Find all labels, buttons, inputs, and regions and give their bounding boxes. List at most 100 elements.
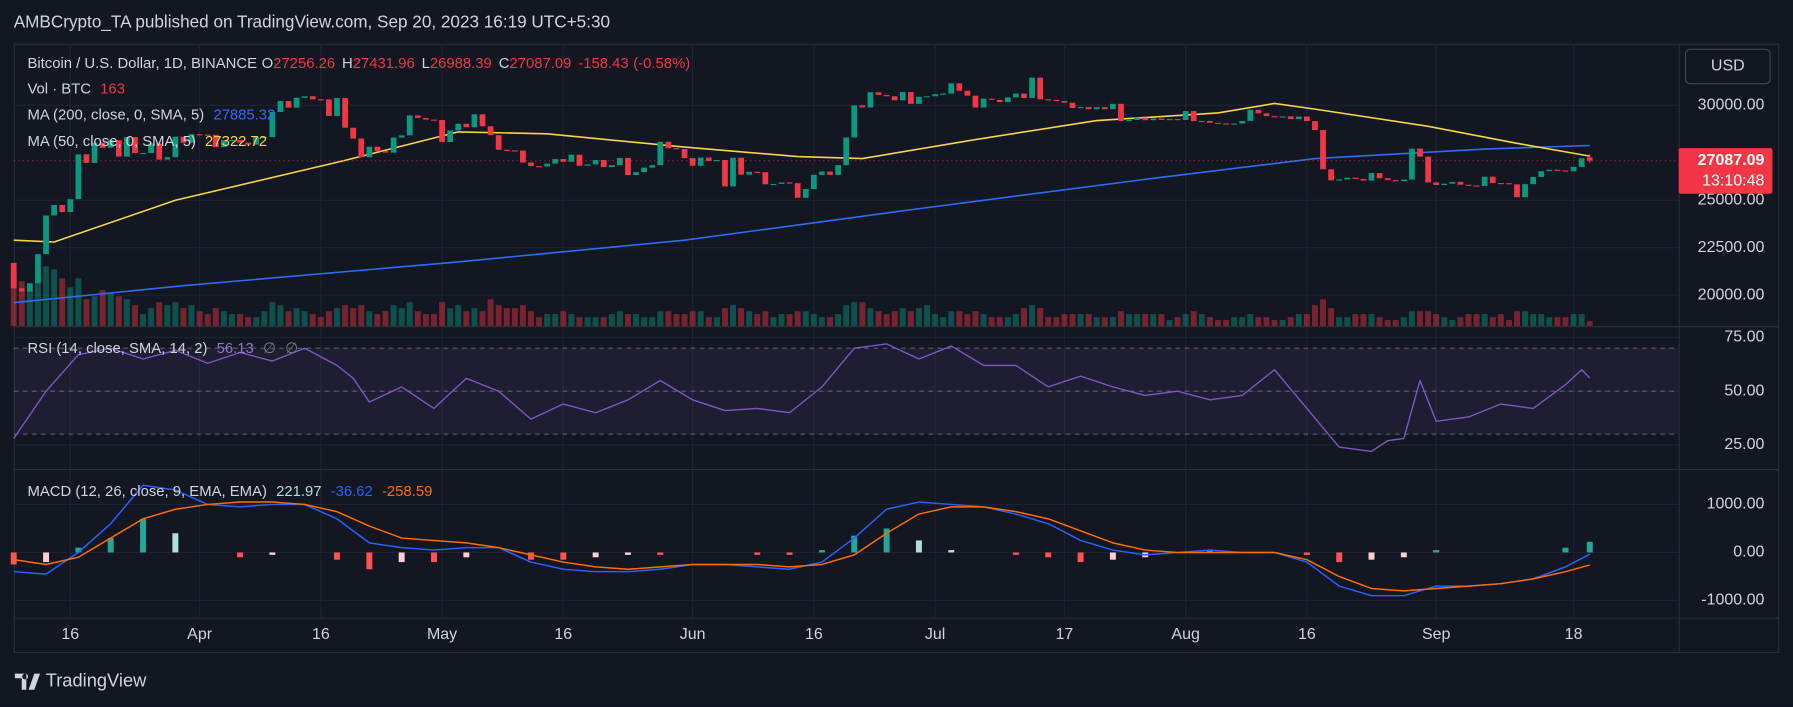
x-tick-label: Aug xyxy=(1171,626,1199,643)
volume-bar xyxy=(552,314,559,327)
candle-body xyxy=(75,154,82,200)
volume-bar xyxy=(309,314,316,327)
candle-body xyxy=(859,105,866,108)
volume-bar xyxy=(261,311,268,327)
x-tick-label: Sep xyxy=(1422,626,1451,643)
candle-body xyxy=(455,123,462,131)
candle-body xyxy=(374,146,381,152)
rsi-value: 56.13 xyxy=(217,341,254,357)
volume-bar xyxy=(1311,305,1318,327)
candle-body xyxy=(1093,107,1100,110)
candle-body xyxy=(1150,118,1157,121)
volume-bar xyxy=(1085,314,1092,327)
volume-bar xyxy=(1473,314,1480,327)
volume-bar xyxy=(940,317,947,327)
volume-bar xyxy=(802,311,809,327)
volume-bar xyxy=(948,311,955,327)
ohlc-value: 26988.39 xyxy=(430,56,492,72)
volume-bar xyxy=(1336,317,1343,327)
currency-label[interactable]: USD xyxy=(1711,58,1745,75)
candle-body xyxy=(883,94,890,97)
macd-histogram-bar xyxy=(1400,552,1407,558)
volume-bar xyxy=(907,311,914,327)
candle-body xyxy=(204,134,211,136)
volume-bar xyxy=(697,311,704,327)
volume-bar xyxy=(471,308,478,327)
candle-body xyxy=(1013,93,1019,98)
candle-body xyxy=(1304,116,1310,122)
candle-body xyxy=(334,97,340,116)
volume-bar xyxy=(1538,314,1545,327)
volume-bar xyxy=(1223,320,1230,327)
volume-bar xyxy=(778,314,785,327)
candle-body xyxy=(1441,183,1448,186)
candle-body xyxy=(1279,116,1286,118)
ma-value: 27322.72 xyxy=(205,134,267,150)
candle-body xyxy=(730,157,736,187)
macd-histogram-bar xyxy=(140,518,147,553)
macd-histogram-bar xyxy=(269,552,276,555)
currency-button[interactable] xyxy=(1684,48,1771,85)
volume-bar xyxy=(1433,314,1440,327)
y-tick-label: 75.00 xyxy=(1724,329,1764,346)
candle-body xyxy=(1004,97,1011,103)
volume-bar xyxy=(641,317,648,327)
volume-bar xyxy=(18,281,25,327)
axes: 16 Apr 16 May 16 Jun 16 Jul 17 Aug 16 Sep 18 20000.00… xyxy=(61,97,1773,643)
volume-bar xyxy=(382,311,389,327)
candle-body xyxy=(843,137,850,166)
candle-body xyxy=(1182,111,1189,120)
volume-bar xyxy=(536,317,543,327)
candle-body xyxy=(1522,184,1528,198)
ohlc-value: 27256.26 xyxy=(273,56,335,72)
macd-histogram-bar xyxy=(1012,552,1019,555)
volume-bar xyxy=(843,305,850,327)
volume-bar xyxy=(495,305,502,327)
volume-bar xyxy=(503,308,510,327)
volume-bar xyxy=(91,296,98,327)
candle-body xyxy=(528,162,534,167)
candle-body xyxy=(148,143,154,154)
macd-histogram-bar xyxy=(463,552,470,558)
candle-body xyxy=(83,154,90,163)
volume-bar xyxy=(148,308,155,327)
x-tick-label: 16 xyxy=(805,626,823,643)
candle-body xyxy=(851,105,858,138)
candle-body xyxy=(1223,123,1229,125)
volume-bar xyxy=(1303,314,1310,327)
volume-bar xyxy=(269,302,276,327)
candle-body xyxy=(18,288,25,292)
legend-ma50: MA (50, close, 0, SMA, 5) 27322.72 xyxy=(27,134,267,150)
volume-bar xyxy=(1150,314,1157,327)
candle-body xyxy=(1295,116,1302,120)
volume-bar xyxy=(633,314,640,327)
candle-body xyxy=(1328,169,1334,181)
volume-bar xyxy=(1206,317,1213,327)
volume-value: 163 xyxy=(100,81,125,97)
candle-body xyxy=(164,157,171,160)
candle-body xyxy=(819,171,825,175)
volume-bar xyxy=(835,314,842,327)
volume-bar xyxy=(794,311,801,327)
candle-body xyxy=(1134,117,1141,120)
volume-bar xyxy=(1126,314,1133,327)
volume-bar xyxy=(730,305,737,327)
volume-bar xyxy=(431,314,437,327)
volume-bar xyxy=(544,314,551,327)
y-tick-label: 22500.00 xyxy=(1698,239,1765,256)
candle-body xyxy=(1215,122,1221,124)
candle-body xyxy=(1449,181,1456,184)
candle-body xyxy=(1190,111,1197,122)
volume-bar xyxy=(584,317,591,327)
candle-body xyxy=(1368,173,1375,181)
volume-bar xyxy=(1198,314,1205,327)
macd-histogram-bar xyxy=(107,538,114,553)
candle-body xyxy=(1061,100,1068,103)
candle-body xyxy=(1457,181,1464,185)
volume-bar xyxy=(1465,314,1472,327)
volume-bar xyxy=(738,308,745,327)
volume-bar xyxy=(1004,317,1011,327)
candle-body xyxy=(520,150,526,163)
volume-bar xyxy=(301,311,308,327)
